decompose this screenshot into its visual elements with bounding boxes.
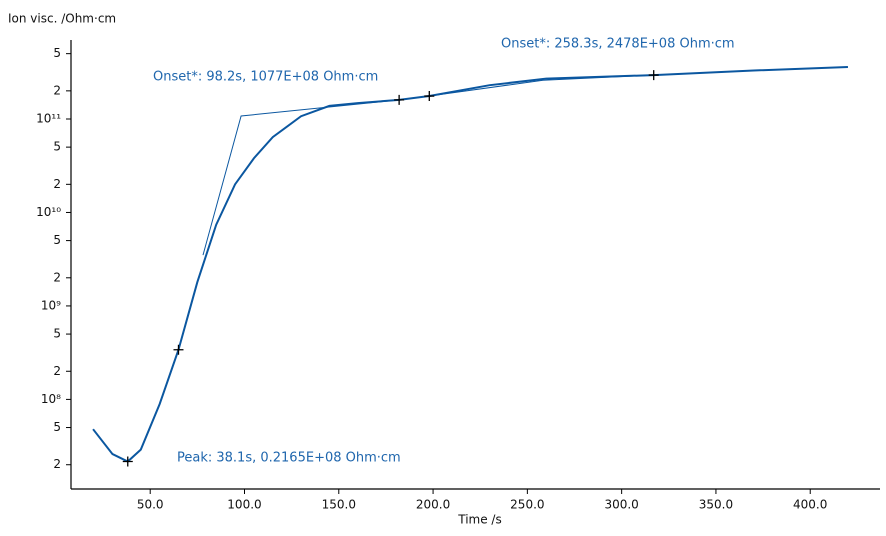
y-tick-label: 10¹¹ bbox=[36, 111, 61, 125]
x-tick-label: 150.0 bbox=[322, 498, 356, 512]
x-axis-label: Time /s bbox=[457, 513, 501, 527]
y-tick-label: 2 bbox=[53, 364, 61, 378]
y-tick-label: 10¹⁰ bbox=[36, 205, 61, 219]
x-tick-label: 50.0 bbox=[137, 498, 164, 512]
marker bbox=[173, 344, 184, 355]
line bbox=[429, 74, 654, 97]
x-tick-label: 200.0 bbox=[416, 498, 450, 512]
annotation: Onset*: 98.2s, 1077E+08 Ohm·cm bbox=[153, 70, 378, 85]
y-tick-label: 10⁹ bbox=[41, 298, 61, 312]
line bbox=[92, 65, 848, 463]
x-tick-label: 300.0 bbox=[604, 498, 638, 512]
marker bbox=[648, 70, 659, 81]
marker bbox=[424, 91, 435, 102]
annotation: Onset*: 258.3s, 2478E+08 Ohm·cm bbox=[501, 37, 735, 52]
y-tick-label: 2 bbox=[53, 177, 61, 191]
y-tick-label: 5 bbox=[53, 233, 61, 247]
y-tick-label: 2 bbox=[53, 457, 61, 471]
marker bbox=[394, 94, 405, 105]
y-tick-label: 5 bbox=[53, 327, 61, 341]
x-tick-label: 400.0 bbox=[793, 498, 827, 512]
y-tick-label: 2 bbox=[53, 83, 61, 97]
annotation: Peak: 38.1s, 0.2165E+08 Ohm·cm bbox=[177, 451, 401, 466]
y-axis-label: Ion visc. /Ohm·cm bbox=[8, 12, 116, 26]
x-tick-label: 350.0 bbox=[699, 498, 733, 512]
y-tick-label: 2 bbox=[53, 270, 61, 284]
y-tick-label: 5 bbox=[53, 420, 61, 434]
line bbox=[202, 99, 400, 256]
x-tick-label: 100.0 bbox=[227, 498, 261, 512]
y-tick-label: 5 bbox=[53, 140, 61, 154]
marker bbox=[122, 456, 133, 467]
y-tick-label: 5 bbox=[53, 46, 61, 60]
x-tick-label: 250.0 bbox=[510, 498, 544, 512]
y-tick-label: 10⁸ bbox=[41, 392, 61, 406]
